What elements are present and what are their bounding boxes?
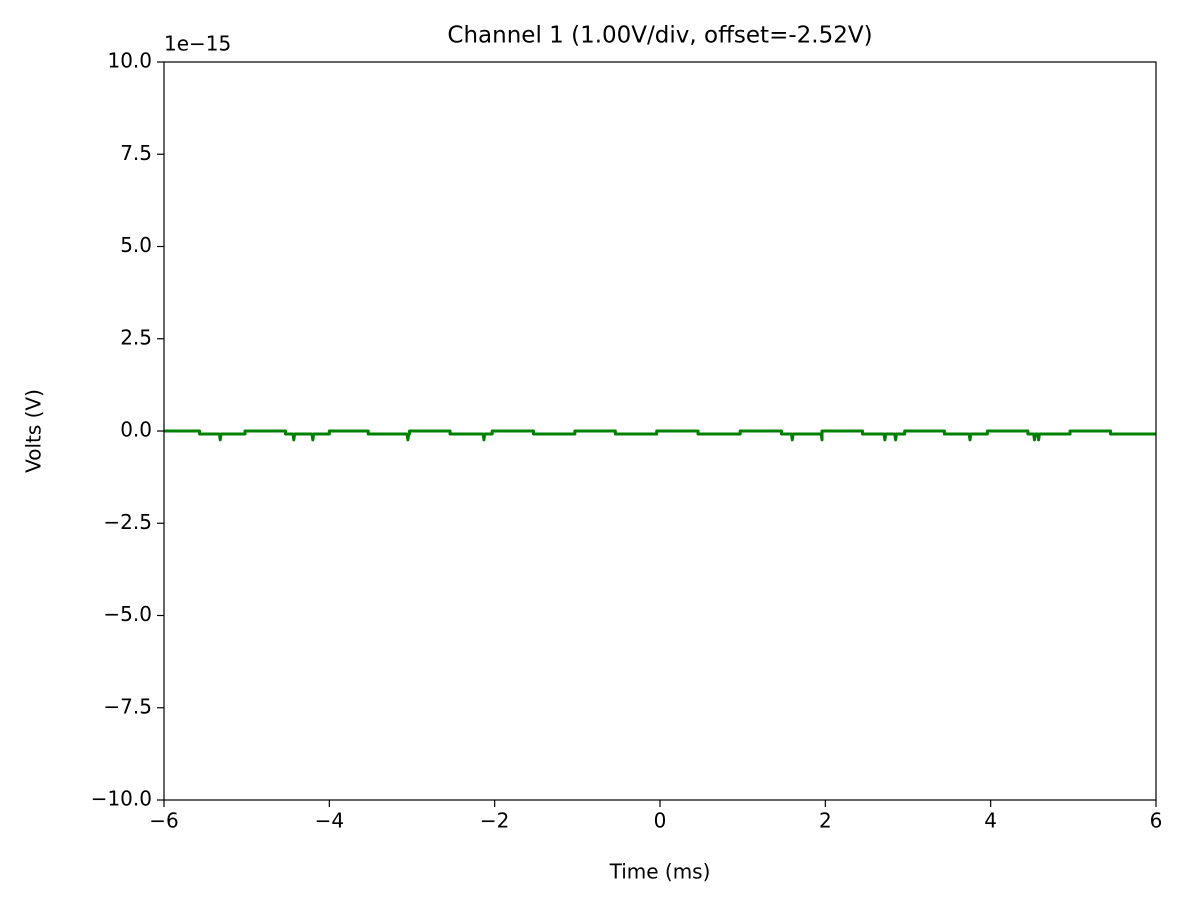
y-tick-label: 7.5 xyxy=(120,141,152,165)
x-tick-label: 6 xyxy=(1150,809,1163,833)
x-tick-label: −6 xyxy=(149,809,178,833)
y-axis-label: Volts (V) xyxy=(22,389,46,473)
chart-title: Channel 1 (1.00V/div, offset=-2.52V) xyxy=(447,23,872,49)
plot-frame xyxy=(163,61,1157,801)
x-tick-label: 2 xyxy=(819,809,832,833)
y-tick-label: −2.5 xyxy=(103,510,152,534)
y-tick-label: 10.0 xyxy=(107,49,152,73)
y-tick-label: 2.5 xyxy=(120,325,152,349)
y-tick-label: 5.0 xyxy=(120,233,152,257)
x-tick-label: 0 xyxy=(654,809,667,833)
x-axis-label: Time (ms) xyxy=(609,860,711,884)
y-offset-text: 1e−15 xyxy=(164,32,231,56)
x-tick-label: −4 xyxy=(315,809,344,833)
x-tick-label: 4 xyxy=(984,809,997,833)
x-tick-label: −2 xyxy=(480,809,509,833)
y-tick-label: −5.0 xyxy=(103,602,152,626)
y-tick-label: 0.0 xyxy=(120,418,152,442)
data-line xyxy=(164,429,1156,442)
y-tick-label: −10.0 xyxy=(91,787,152,811)
y-tick-label: −7.5 xyxy=(103,694,152,718)
